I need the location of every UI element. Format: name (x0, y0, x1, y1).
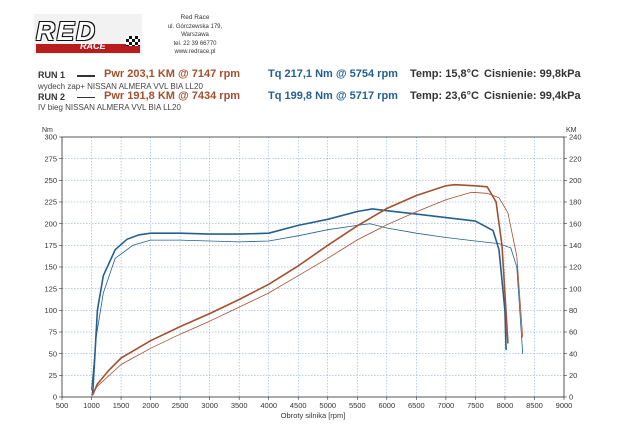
y-left-tick-label: 100 (44, 306, 57, 315)
y-left-tick-label: 150 (44, 263, 57, 272)
y-left-axis-label: Nm (42, 127, 53, 134)
x-tick-label: 3500 (231, 401, 248, 410)
y-left-tick-label: 175 (44, 241, 57, 250)
y-left-tick-label: 225 (44, 198, 57, 207)
series-power-run1-line (91, 183, 509, 396)
y-left-tick-label: 0 (53, 393, 57, 402)
y-right-tick-label: 120 (569, 263, 582, 272)
x-tick-label: 4000 (260, 401, 277, 410)
x-tick-label: 6000 (378, 401, 395, 410)
x-tick-label: 7500 (467, 401, 484, 410)
series-torque-run2-line (91, 223, 524, 391)
y-left-tick-label: 275 (44, 154, 57, 163)
y-left-tick-label: 300 (44, 133, 57, 142)
series-power-run2-line (91, 191, 524, 396)
y-right-tick-label: 220 (569, 154, 582, 163)
x-tick-label: 1000 (83, 401, 100, 410)
logo-subtext: RACE (80, 41, 106, 51)
logo-text: RED (36, 16, 97, 46)
x-tick-label: 6500 (408, 401, 425, 410)
x-tick-label: 4500 (290, 401, 307, 410)
run1-temperature: Temp: 15,8°C (410, 68, 479, 80)
address-phone: tel. 22 39 66770 (173, 40, 217, 47)
y-right-tick-label: 100 (569, 284, 582, 293)
x-tick-label: 5500 (349, 401, 366, 410)
y-left-tick-label: 125 (44, 284, 57, 293)
x-tick-label: 2000 (142, 401, 159, 410)
chart-series (91, 183, 524, 396)
y-right-tick-label: 240 (569, 133, 582, 142)
company-address: Red Race ul. Górczewska 179, Warszawa te… (150, 14, 240, 57)
chart-labels: 500 1000 1500 2000 2500 3000 3500 4000 4500 5000 5… (42, 127, 582, 420)
run1-legend-line (77, 75, 95, 77)
run2-temperature: Temp: 23,6°C (410, 90, 479, 102)
y-left-tick-label: 75 (49, 328, 57, 337)
y-right-tick-label: 20 (569, 371, 577, 380)
y-right-tick-label: 0 (569, 393, 573, 402)
run2-label: RUN 2 (38, 92, 66, 102)
run2-pressure: Cisnienie: 99,4kPa (484, 90, 581, 102)
logo-bar (36, 44, 140, 53)
y-right-axis-label: KM (566, 127, 577, 134)
run2-torque: Tq 199,8 Nm @ 5717 rpm (268, 90, 398, 102)
x-tick-label: 1500 (113, 401, 130, 410)
y-right-tick-label: 140 (569, 241, 582, 250)
y-left-tick-label: 50 (49, 349, 57, 358)
checkered-flag-icon (126, 36, 140, 46)
x-tick-label: 9000 (556, 401, 573, 410)
x-tick-label: 3000 (201, 401, 218, 410)
x-tick-label: 500 (56, 401, 69, 410)
company-name: Red Race (180, 14, 210, 21)
y-left-tick-label: 25 (49, 371, 57, 380)
x-tick-label: 2500 (172, 401, 189, 410)
address-city: Warszawa (181, 32, 209, 39)
chart-axes (59, 136, 567, 400)
run1-power: Pwr 203,1 KM @ 7147 rpm (104, 68, 241, 80)
run2-legend-line (77, 97, 95, 98)
x-tick-label: 7000 (438, 401, 455, 410)
y-right-tick-label: 200 (569, 176, 582, 185)
y-right-tick-label: 160 (569, 219, 582, 228)
y-right-tick-label: 80 (569, 306, 577, 315)
x-tick-label: 8000 (497, 401, 514, 410)
y-left-tick-label: 250 (44, 176, 57, 185)
y-right-tick-label: 180 (569, 198, 582, 207)
run1-note: wydech zap+ NISSAN ALMERA VVL BIA LL20 (38, 82, 203, 91)
y-right-tick-label: 60 (569, 328, 577, 337)
x-tick-label: 8500 (526, 401, 543, 410)
address-website: www.redrace.pl (174, 49, 216, 56)
run1-pressure: Cisnienie: 99,8kPa (484, 68, 581, 80)
address-street: ul. Górczewska 179, (167, 23, 223, 30)
run1-torque: Tq 217,1 Nm @ 5754 rpm (268, 68, 398, 80)
x-tick-label: 5000 (319, 401, 336, 410)
y-right-tick-label: 40 (569, 349, 577, 358)
run2-power: Pwr 191,8 KM @ 7434 rpm (104, 90, 241, 102)
series-torque-run1-line (91, 208, 507, 394)
y-left-tick-label: 200 (44, 219, 57, 228)
x-axis-label: Obroty silnika [rpm] (281, 411, 346, 420)
run1-label: RUN 1 (38, 70, 66, 80)
red-race-logo: RED RACE (34, 14, 142, 54)
run2-note: IV bieg NISSAN ALMERA VVL BIA LL20 (38, 103, 181, 112)
